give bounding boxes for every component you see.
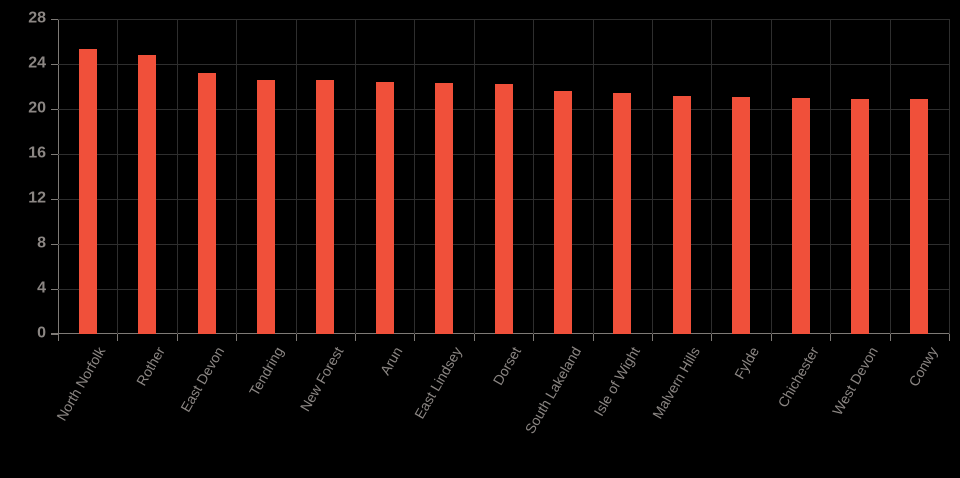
x-tick-14: [889, 334, 891, 341]
x-tick-10: [652, 334, 653, 341]
y-tick-28: [51, 19, 58, 20]
y-tick-label: 16: [28, 144, 46, 162]
x-tick-7: [473, 334, 475, 341]
x-category-label: Arun: [376, 344, 406, 378]
x-category-label: New Forest: [296, 344, 347, 414]
v-gridline-14: [889, 19, 891, 334]
x-tick-8: [533, 334, 535, 341]
x-category-label: Chichester: [774, 344, 822, 410]
v-gridline-2: [176, 19, 178, 334]
bar-conwy: [910, 98, 929, 334]
v-gridline-4: [295, 19, 297, 334]
bar-isle-of-wight: [613, 93, 632, 334]
v-gridline-6: [414, 19, 416, 334]
bar-new-forest: [316, 79, 335, 334]
bar-south-lakeland: [553, 91, 572, 334]
v-gridline-7: [473, 19, 475, 334]
y-tick-label: 28: [28, 9, 46, 27]
x-tick-1: [117, 334, 119, 341]
y-tick-label: 0: [37, 324, 46, 342]
x-tick-5: [355, 334, 356, 341]
v-gridline-13: [830, 19, 832, 334]
y-tick-label: 24: [28, 54, 46, 72]
v-gridline-3: [236, 19, 238, 334]
x-category-label: South Lakeland: [521, 344, 584, 437]
bar-malvern-hills: [672, 95, 691, 334]
bar-dorset: [494, 84, 513, 334]
bar-west-devon: [850, 98, 869, 334]
x-tick-12: [770, 334, 772, 341]
bar-fylde: [732, 96, 751, 334]
x-tick-0: [58, 334, 59, 341]
y-tick-label: 4: [37, 279, 46, 297]
y-tick-0: [51, 334, 58, 335]
x-category-label: Fylde: [730, 344, 762, 382]
y-tick-20: [51, 109, 58, 110]
v-gridline-5: [355, 19, 356, 334]
y-tick-12: [51, 199, 58, 200]
bar-east-devon: [197, 73, 216, 334]
x-category-label: Tendring: [246, 344, 287, 399]
y-tick-4: [51, 289, 58, 290]
x-tick-11: [711, 334, 713, 341]
x-category-label: North Norfolk: [53, 344, 109, 424]
x-tick-13: [830, 334, 832, 341]
x-category-label: Dorset: [489, 344, 525, 388]
v-gridline-11: [711, 19, 713, 334]
bar-arun: [375, 82, 394, 334]
v-gridline-9: [592, 19, 594, 334]
y-tick-8: [51, 244, 58, 245]
x-category-label: East Devon: [177, 344, 228, 415]
bar-rother: [138, 55, 157, 334]
bar-chichester: [791, 97, 810, 334]
x-category-label: Malvern Hills: [648, 344, 703, 422]
y-tick-label: 20: [28, 99, 46, 117]
h-gridline-24: [58, 64, 949, 65]
x-category-label: Rother: [133, 344, 168, 389]
v-gridline-12: [770, 19, 772, 334]
v-gridline-1: [117, 19, 119, 334]
x-tick-3: [236, 334, 238, 341]
x-category-label: Isle of Wight: [590, 344, 644, 419]
x-tick-9: [592, 334, 594, 341]
x-category-label: East Lindsey: [411, 344, 465, 422]
v-gridline-10: [652, 19, 653, 334]
x-tick-2: [176, 334, 178, 341]
y-tick-16: [51, 154, 58, 155]
y-tick-24: [51, 64, 58, 65]
x-tick-15: [949, 334, 950, 341]
h-gridline-28: [58, 19, 949, 20]
bar-tendring: [256, 79, 275, 334]
x-category-label: West Devon: [828, 344, 881, 418]
plot-area: [51, 19, 950, 341]
bar-east-lindsey: [435, 83, 454, 334]
x-category-label: Conwy: [904, 344, 941, 390]
x-tick-6: [414, 334, 416, 341]
y-tick-label: 12: [28, 189, 46, 207]
v-gridline-15: [949, 19, 950, 334]
y-tick-label: 8: [37, 234, 46, 252]
v-gridline-8: [533, 19, 535, 334]
x-tick-4: [295, 334, 297, 341]
bar-north-norfolk: [78, 49, 97, 334]
y-axis-line: [58, 19, 59, 334]
